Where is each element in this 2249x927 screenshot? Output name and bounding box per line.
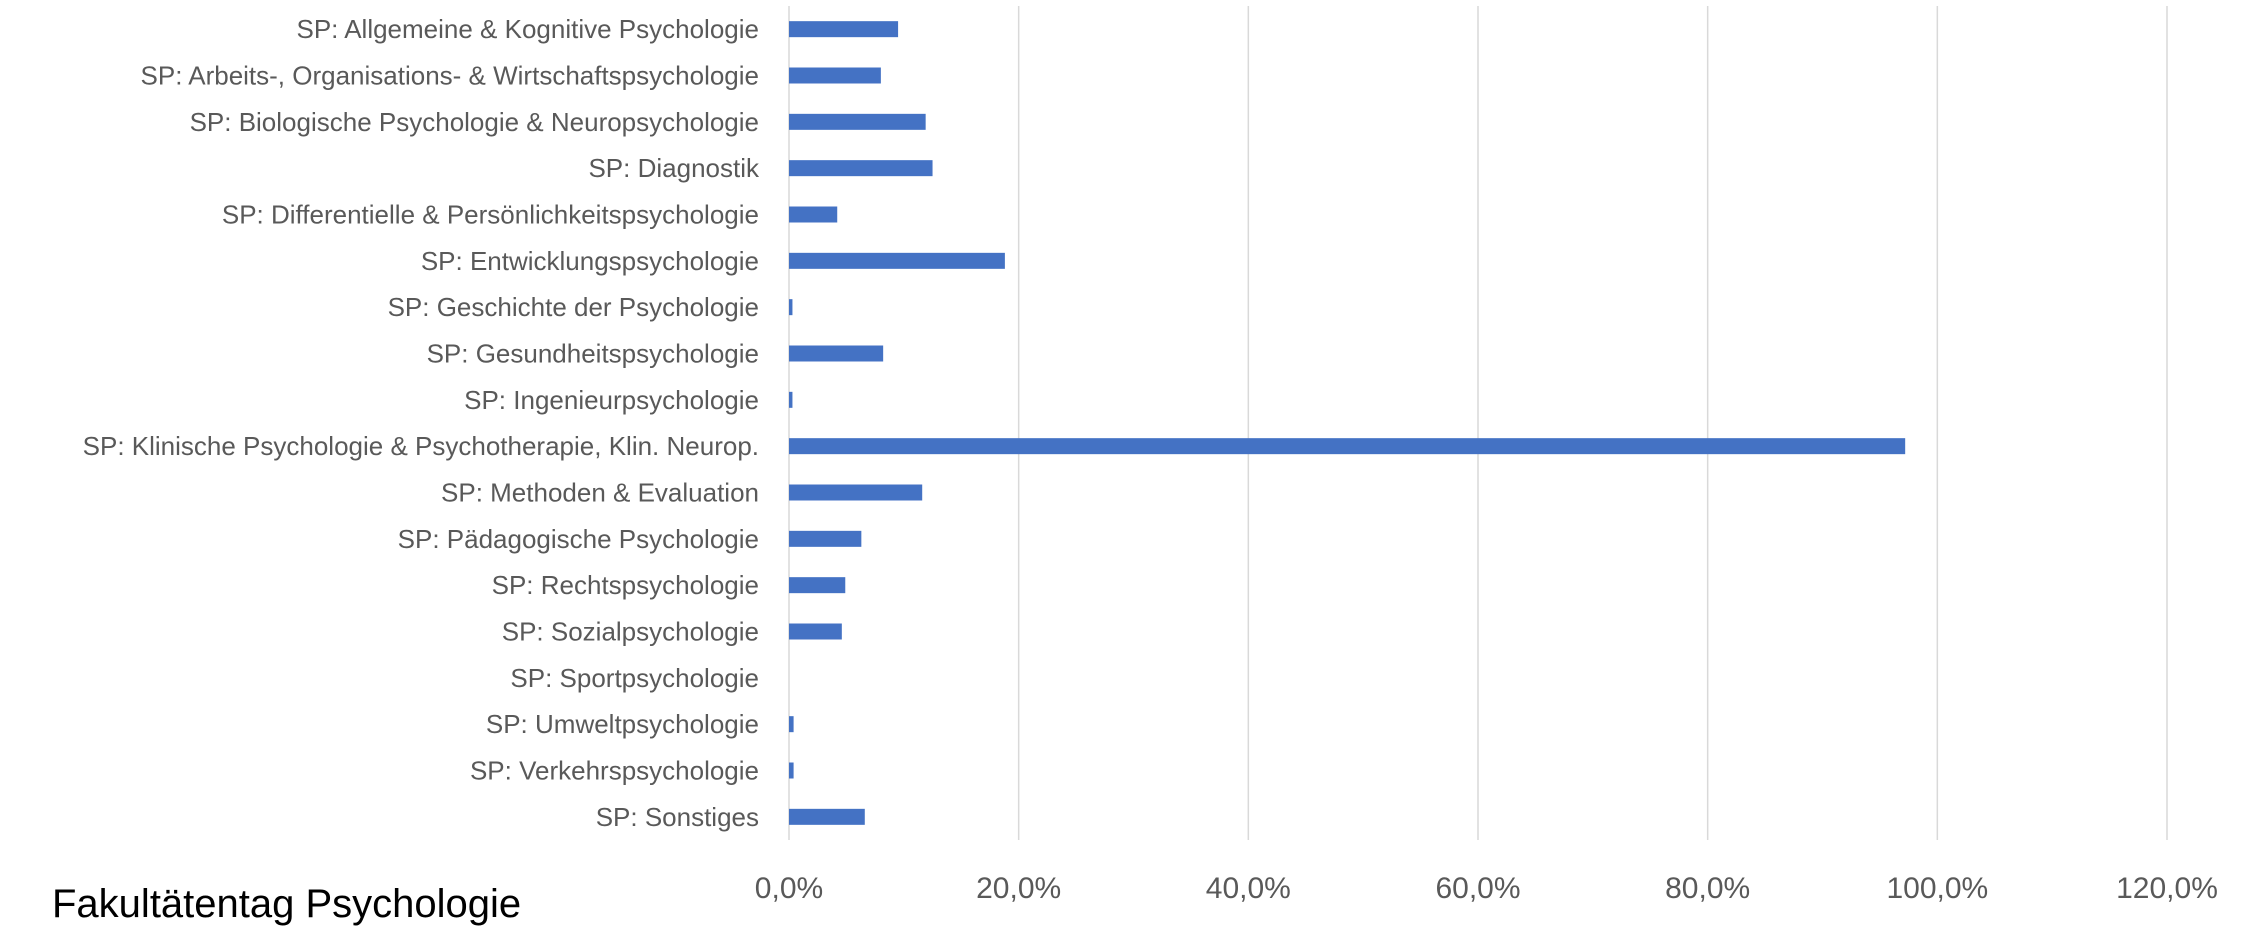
- category-label: SP: Biologische Psychologie & Neuropsych…: [190, 107, 759, 137]
- gridlines: [788, 6, 2168, 840]
- x-tick-label: 100,0%: [1886, 872, 1988, 904]
- category-label: SP: Entwicklungspsychologie: [421, 246, 759, 276]
- category-label: SP: Klinische Psychologie & Psychotherap…: [83, 431, 759, 461]
- bar: [789, 808, 865, 825]
- category-labels: SP: Allgemeine & Kognitive Psychologie SP…: [83, 14, 760, 832]
- bar: [789, 21, 899, 38]
- bar: [789, 577, 846, 594]
- category-label: SP: Rechtspsychologie: [492, 570, 759, 600]
- category-label: SP: Allgemeine & Kognitive Psychologie: [297, 14, 760, 44]
- bar: [789, 484, 923, 501]
- category-label: SP: Sportpsychologie: [510, 663, 759, 693]
- bar: [789, 299, 793, 316]
- bar: [789, 206, 838, 223]
- category-label: SP: Umweltpsychologie: [486, 709, 759, 739]
- bar: [789, 716, 794, 733]
- x-tick-label: 20,0%: [976, 872, 1061, 904]
- bar: [789, 438, 1906, 455]
- x-axis-tick-labels: 0,0% 20,0% 40,0% 60,0% 80,0% 100,0% 120,0%: [755, 872, 2218, 904]
- bar: [789, 345, 884, 362]
- bar: [789, 391, 793, 408]
- bar: [789, 762, 794, 779]
- category-label: SP: Arbeits-, Organisations- & Wirtschaf…: [141, 61, 759, 91]
- bar-chart: SP: Allgemeine & Kognitive Psychologie SP…: [83, 6, 2218, 904]
- bar: [789, 67, 881, 84]
- bar: [789, 623, 842, 640]
- bar: [789, 160, 933, 177]
- category-label: SP: Gesundheitspsychologie: [427, 339, 759, 369]
- category-label: SP: Verkehrspsychologie: [470, 756, 759, 786]
- bar: [789, 113, 926, 130]
- x-tick-label: 60,0%: [1435, 872, 1520, 904]
- x-tick-label: 0,0%: [755, 872, 823, 904]
- x-tick-label: 40,0%: [1206, 872, 1291, 904]
- x-tick-label: 80,0%: [1665, 872, 1750, 904]
- category-label: SP: Differentielle & Persönlichkeitspsyc…: [222, 200, 759, 230]
- bar: [789, 530, 862, 547]
- category-label: SP: Methoden & Evaluation: [441, 478, 759, 508]
- category-label: SP: Geschichte der Psychologie: [388, 292, 759, 322]
- bars: [789, 21, 1906, 825]
- footer-title: Fakultätentag Psychologie: [52, 882, 522, 926]
- x-tick-label: 120,0%: [2116, 872, 2218, 904]
- category-label: SP: Diagnostik: [588, 153, 760, 183]
- category-label: SP: Sonstiges: [596, 802, 759, 832]
- category-label: SP: Pädagogische Psychologie: [398, 524, 759, 554]
- category-label: SP: Sozialpsychologie: [502, 617, 759, 647]
- bar: [789, 252, 1005, 269]
- category-label: SP: Ingenieurpsychologie: [464, 385, 759, 415]
